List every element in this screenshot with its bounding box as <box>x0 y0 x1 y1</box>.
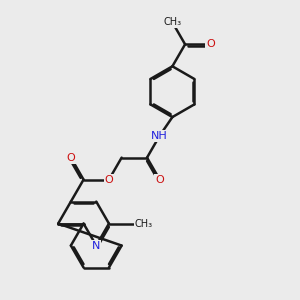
Text: O: O <box>105 175 113 184</box>
Text: O: O <box>155 175 164 184</box>
Text: N: N <box>92 241 100 250</box>
Text: NH: NH <box>151 130 168 141</box>
Text: CH₃: CH₃ <box>134 219 152 229</box>
Text: O: O <box>67 153 75 163</box>
Text: CH₃: CH₃ <box>163 17 182 27</box>
Text: O: O <box>206 39 215 49</box>
